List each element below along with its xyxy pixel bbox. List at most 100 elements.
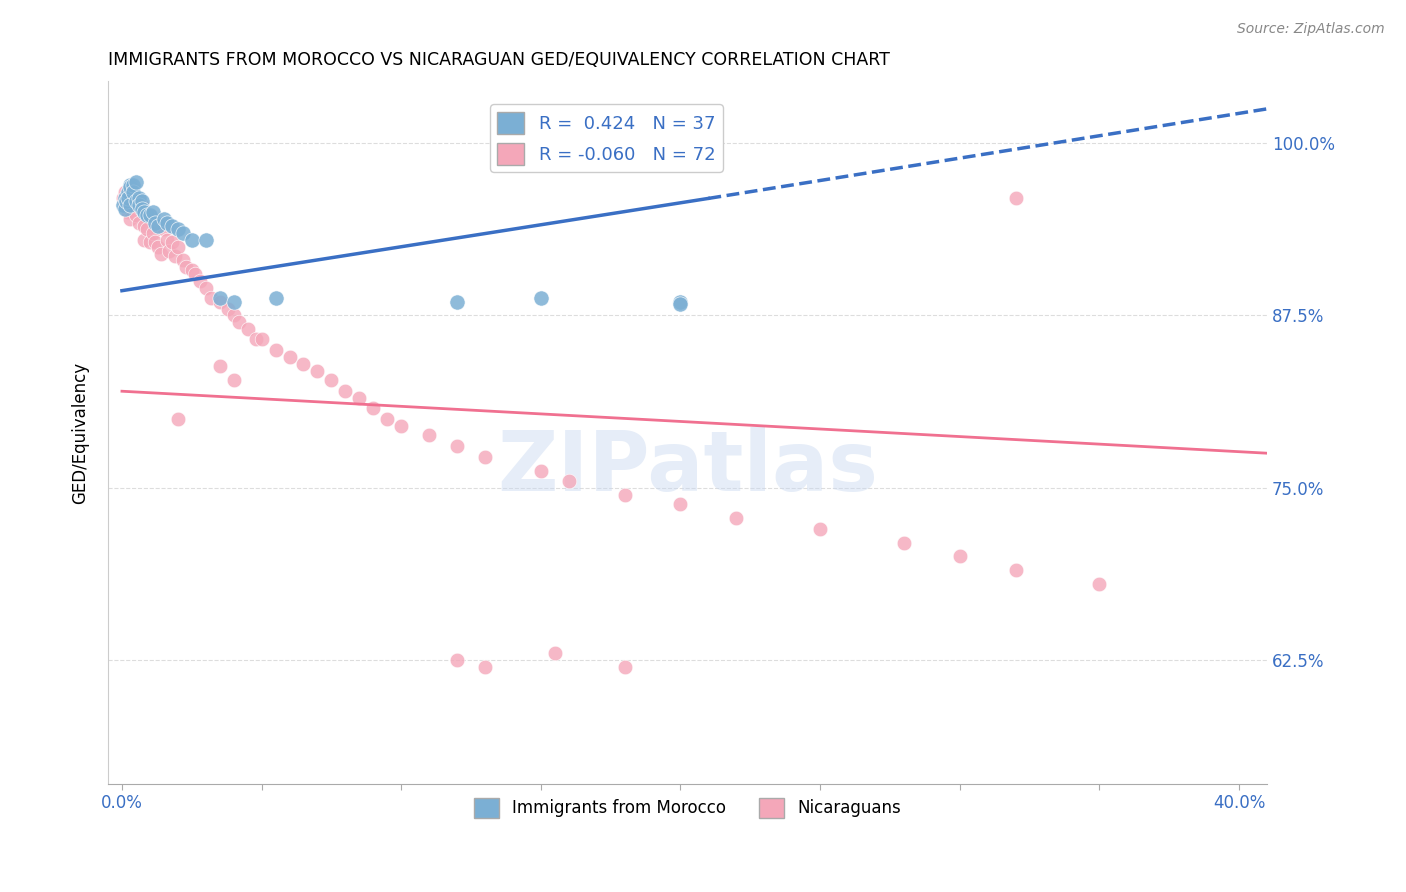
Point	[222, 309, 245, 323]
Point	[134, 233, 156, 247]
Point	[136, 208, 159, 222]
Point	[278, 350, 301, 364]
Point	[125, 194, 148, 209]
Point	[228, 315, 250, 329]
Point	[150, 246, 173, 260]
Point	[139, 235, 162, 250]
Point	[188, 274, 211, 288]
Point	[307, 363, 329, 377]
Point	[174, 260, 197, 275]
Point	[120, 212, 142, 227]
Point	[115, 194, 138, 209]
Point	[808, 522, 831, 536]
Point	[613, 487, 636, 501]
Point	[128, 191, 150, 205]
Point	[208, 294, 231, 309]
Point	[153, 212, 176, 227]
Point	[134, 205, 156, 219]
Point	[153, 221, 176, 235]
Point	[474, 659, 496, 673]
Point	[120, 180, 142, 194]
Point	[893, 535, 915, 549]
Point	[669, 297, 692, 311]
Legend: Immigrants from Morocco, Nicaraguans: Immigrants from Morocco, Nicaraguans	[467, 791, 908, 824]
Point	[142, 205, 165, 219]
Text: IMMIGRANTS FROM MOROCCO VS NICARAGUAN GED/EQUIVALENCY CORRELATION CHART: IMMIGRANTS FROM MOROCCO VS NICARAGUAN GE…	[108, 51, 890, 69]
Point	[156, 233, 179, 247]
Point	[264, 343, 287, 357]
Point	[122, 194, 145, 209]
Point	[114, 191, 136, 205]
Point	[131, 202, 153, 217]
Point	[474, 450, 496, 465]
Point	[142, 226, 165, 240]
Point	[222, 373, 245, 387]
Point	[139, 208, 162, 222]
Point	[160, 235, 183, 250]
Point	[114, 198, 136, 212]
Point	[122, 178, 145, 192]
Point	[236, 322, 259, 336]
Point	[117, 185, 139, 199]
Point	[180, 233, 202, 247]
Point	[194, 233, 217, 247]
Point	[139, 208, 162, 222]
Point	[208, 359, 231, 374]
Point	[120, 198, 142, 212]
Point	[125, 194, 148, 209]
Point	[134, 219, 156, 233]
Point	[131, 198, 153, 212]
Point	[530, 291, 553, 305]
Point	[166, 239, 188, 253]
Point	[125, 208, 148, 222]
Point	[163, 249, 186, 263]
Point	[160, 219, 183, 233]
Point	[446, 294, 468, 309]
Point	[446, 439, 468, 453]
Point	[166, 221, 188, 235]
Point	[136, 221, 159, 235]
Point	[114, 185, 136, 199]
Point	[172, 253, 194, 268]
Point	[1004, 191, 1026, 205]
Point	[669, 294, 692, 309]
Point	[446, 653, 468, 667]
Point	[131, 194, 153, 209]
Point	[1004, 563, 1026, 577]
Point	[112, 198, 135, 212]
Point	[120, 198, 142, 212]
Point	[128, 198, 150, 212]
Text: Source: ZipAtlas.com: Source: ZipAtlas.com	[1237, 22, 1385, 37]
Point	[166, 411, 188, 425]
Point	[145, 235, 167, 250]
Point	[544, 646, 567, 660]
Point	[145, 216, 167, 230]
Point	[128, 216, 150, 230]
Point	[613, 659, 636, 673]
Point	[949, 549, 972, 564]
Point	[292, 357, 315, 371]
Point	[321, 373, 343, 387]
Point	[148, 239, 170, 253]
Point	[361, 401, 384, 415]
Point	[264, 291, 287, 305]
Point	[148, 219, 170, 233]
Point	[117, 191, 139, 205]
Point	[117, 191, 139, 205]
Point	[180, 263, 202, 277]
Point	[125, 175, 148, 189]
Point	[245, 332, 267, 346]
Point	[558, 474, 581, 488]
Point	[222, 294, 245, 309]
Point	[349, 391, 371, 405]
Point	[183, 267, 205, 281]
Point	[122, 185, 145, 199]
Point	[114, 202, 136, 217]
Point	[725, 511, 748, 525]
Point	[389, 418, 412, 433]
Point	[120, 178, 142, 192]
Point	[208, 291, 231, 305]
Point	[250, 332, 273, 346]
Point	[112, 191, 135, 205]
Point	[375, 411, 398, 425]
